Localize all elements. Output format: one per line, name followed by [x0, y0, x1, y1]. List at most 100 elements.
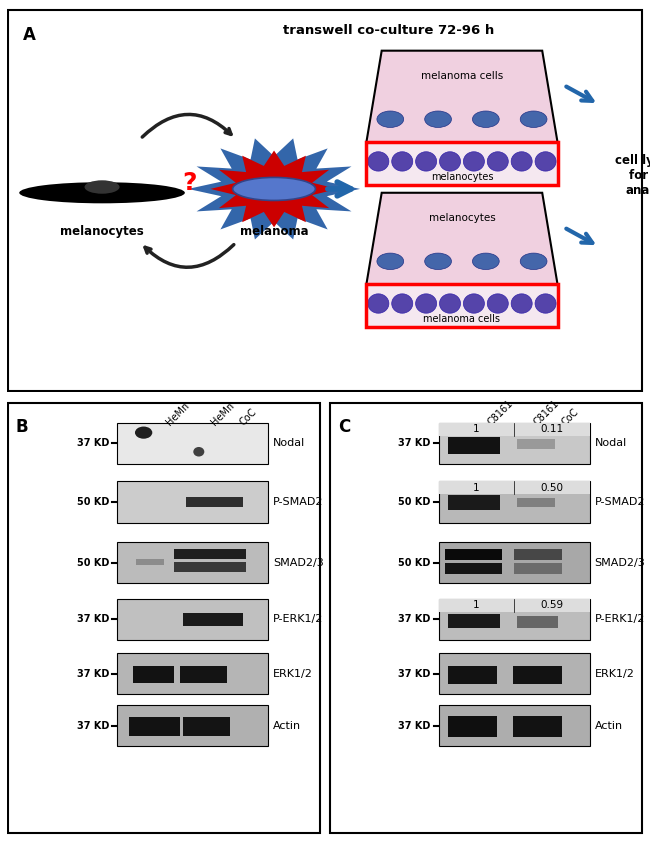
Text: ?: ?	[183, 171, 197, 195]
Bar	[186, 497, 243, 507]
Text: 37 KD: 37 KD	[398, 668, 431, 679]
Text: 0.59: 0.59	[541, 600, 564, 610]
Text: Actin: Actin	[273, 721, 301, 731]
Text: C8161: C8161	[532, 398, 561, 427]
Text: Actin: Actin	[595, 721, 623, 731]
Bar	[117, 653, 268, 695]
Ellipse shape	[488, 152, 508, 171]
Text: Nodal: Nodal	[595, 438, 627, 448]
Text: 50 KD: 50 KD	[398, 558, 431, 568]
Bar	[448, 666, 497, 684]
Text: 37 KD: 37 KD	[398, 721, 431, 731]
Bar	[439, 598, 590, 612]
Ellipse shape	[473, 253, 499, 269]
Ellipse shape	[392, 152, 413, 171]
Ellipse shape	[193, 447, 204, 457]
Bar	[448, 437, 500, 454]
Text: ERK1/2: ERK1/2	[595, 668, 634, 679]
Text: SMAD2/3: SMAD2/3	[273, 558, 324, 568]
Text: 37 KD: 37 KD	[77, 438, 109, 448]
Text: HeMn: HeMn	[210, 400, 237, 427]
Text: melanoma cells: melanoma cells	[423, 314, 500, 324]
Text: 0.50: 0.50	[541, 483, 564, 493]
Text: SMAD2/3: SMAD2/3	[595, 558, 645, 568]
Ellipse shape	[368, 294, 389, 313]
Ellipse shape	[520, 253, 547, 269]
Bar	[445, 564, 502, 574]
Ellipse shape	[439, 294, 460, 313]
Text: Nodal: Nodal	[273, 438, 305, 448]
Text: P-ERK1/2: P-ERK1/2	[273, 614, 323, 625]
Bar	[439, 542, 590, 583]
Bar	[439, 598, 590, 640]
Text: P-ERK1/2: P-ERK1/2	[595, 614, 645, 625]
Ellipse shape	[368, 152, 389, 171]
Ellipse shape	[463, 152, 484, 171]
Text: C: C	[338, 419, 350, 436]
Ellipse shape	[535, 294, 556, 313]
Bar	[367, 284, 558, 327]
Bar	[448, 716, 497, 737]
Ellipse shape	[135, 426, 152, 439]
Bar	[136, 559, 164, 565]
Bar	[133, 666, 174, 683]
Text: 0.11: 0.11	[541, 425, 564, 434]
Polygon shape	[367, 192, 558, 284]
Text: 37 KD: 37 KD	[398, 614, 431, 625]
Ellipse shape	[463, 294, 484, 313]
Bar	[439, 423, 590, 436]
Ellipse shape	[377, 253, 404, 269]
Text: P-SMAD2: P-SMAD2	[273, 497, 324, 507]
Ellipse shape	[473, 111, 499, 127]
Ellipse shape	[424, 111, 452, 127]
Ellipse shape	[511, 152, 532, 171]
Bar	[117, 481, 268, 522]
Text: melanocytes: melanocytes	[431, 171, 493, 181]
Bar	[513, 666, 562, 684]
Bar	[445, 549, 502, 560]
Bar	[517, 615, 558, 628]
Polygon shape	[367, 51, 558, 142]
Ellipse shape	[520, 111, 547, 127]
Bar	[514, 549, 562, 560]
Ellipse shape	[415, 294, 437, 313]
Text: 1: 1	[473, 425, 480, 434]
Ellipse shape	[84, 181, 120, 194]
Bar	[117, 598, 268, 640]
Text: HeMn: HeMn	[164, 400, 191, 427]
Bar	[367, 142, 558, 185]
Polygon shape	[211, 150, 338, 227]
Text: CoC: CoC	[238, 406, 259, 427]
Text: C8161: C8161	[486, 398, 515, 427]
Text: A: A	[22, 25, 35, 44]
Ellipse shape	[233, 177, 315, 200]
Bar	[513, 716, 562, 737]
Bar	[514, 564, 562, 574]
Bar	[183, 613, 243, 626]
Text: melanoma cells: melanoma cells	[421, 71, 503, 81]
Text: melanocytes: melanocytes	[428, 214, 495, 224]
Bar	[117, 705, 268, 746]
Text: cell lysates
for WB
analysis: cell lysates for WB analysis	[615, 154, 650, 197]
Bar	[129, 717, 180, 736]
Ellipse shape	[439, 152, 460, 171]
Bar	[439, 481, 590, 522]
Bar	[117, 542, 268, 583]
Ellipse shape	[535, 152, 556, 171]
Bar	[439, 423, 590, 464]
Bar	[517, 498, 555, 507]
Text: 1: 1	[473, 483, 480, 493]
Bar	[439, 705, 590, 746]
Bar	[448, 495, 500, 511]
Text: 37 KD: 37 KD	[77, 614, 109, 625]
Text: 50 KD: 50 KD	[398, 497, 431, 507]
Polygon shape	[188, 138, 360, 240]
Text: ERK1/2: ERK1/2	[273, 668, 313, 679]
Ellipse shape	[377, 111, 404, 127]
Text: CoC: CoC	[560, 406, 580, 427]
Ellipse shape	[488, 294, 508, 313]
Bar	[180, 666, 227, 683]
Text: P-SMAD2: P-SMAD2	[595, 497, 645, 507]
Bar	[174, 549, 246, 559]
Bar	[183, 717, 230, 736]
